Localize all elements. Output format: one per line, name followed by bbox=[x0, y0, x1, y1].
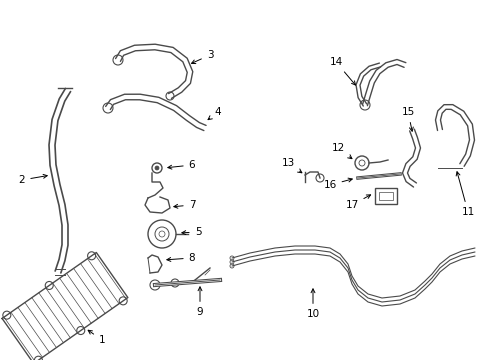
Text: 17: 17 bbox=[345, 195, 370, 210]
Circle shape bbox=[155, 166, 159, 170]
Text: 11: 11 bbox=[456, 172, 475, 217]
Text: 10: 10 bbox=[306, 289, 319, 319]
Text: 3: 3 bbox=[192, 50, 213, 64]
Text: 8: 8 bbox=[167, 253, 196, 263]
Text: 4: 4 bbox=[208, 107, 221, 120]
Text: 12: 12 bbox=[331, 143, 352, 159]
Text: 15: 15 bbox=[401, 107, 415, 131]
Text: 6: 6 bbox=[168, 160, 196, 170]
Text: 13: 13 bbox=[281, 158, 302, 173]
Text: 1: 1 bbox=[88, 330, 105, 345]
Text: 5: 5 bbox=[182, 227, 201, 237]
Text: 16: 16 bbox=[323, 178, 352, 190]
Bar bbox=[375, 188, 397, 204]
Text: 14: 14 bbox=[329, 57, 356, 85]
Text: 9: 9 bbox=[196, 287, 203, 317]
Bar bbox=[379, 192, 393, 200]
Text: 2: 2 bbox=[19, 174, 47, 185]
Text: 7: 7 bbox=[174, 200, 196, 210]
